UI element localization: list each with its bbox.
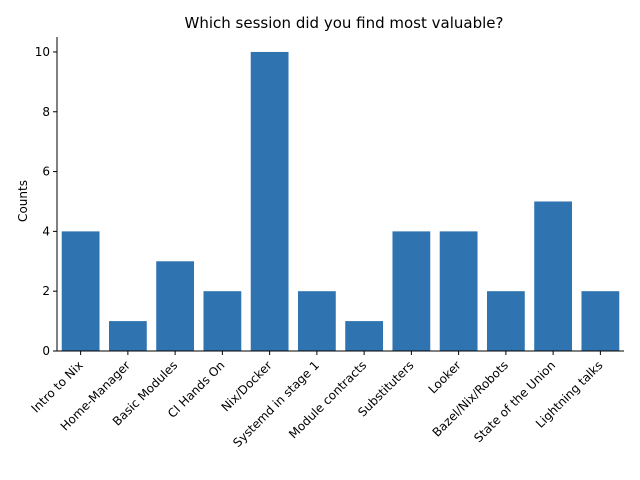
x-tick-label: Looker — [426, 358, 464, 396]
x-tick-label: State of the Union — [471, 358, 558, 445]
y-axis-label: Counts — [16, 180, 30, 222]
bars-group — [61, 51, 620, 351]
y-axis: 0 2 4 6 8 10 — [35, 37, 58, 358]
bar-11 — [581, 291, 620, 351]
bar-5 — [297, 291, 336, 351]
y-tick-label: 8 — [42, 105, 50, 119]
bar-10 — [534, 201, 573, 351]
bar-8 — [439, 231, 478, 351]
bar-2 — [156, 261, 195, 351]
bar-4 — [250, 51, 289, 351]
y-tick-label: 4 — [42, 224, 50, 238]
bar-6 — [345, 321, 384, 351]
y-tick-label: 10 — [35, 45, 50, 59]
chart-title: Which session did you find most valuable… — [185, 14, 504, 32]
bar-3 — [203, 291, 242, 351]
x-tick-label: Systemd in stage 1 — [230, 358, 322, 450]
bar-7 — [392, 231, 431, 351]
y-tick-label: 6 — [42, 165, 50, 179]
bar-9 — [486, 291, 525, 351]
bar-0 — [61, 231, 100, 351]
bar-1 — [108, 321, 147, 351]
y-tick-label: 0 — [42, 344, 50, 358]
y-tick-label: 2 — [42, 284, 50, 298]
